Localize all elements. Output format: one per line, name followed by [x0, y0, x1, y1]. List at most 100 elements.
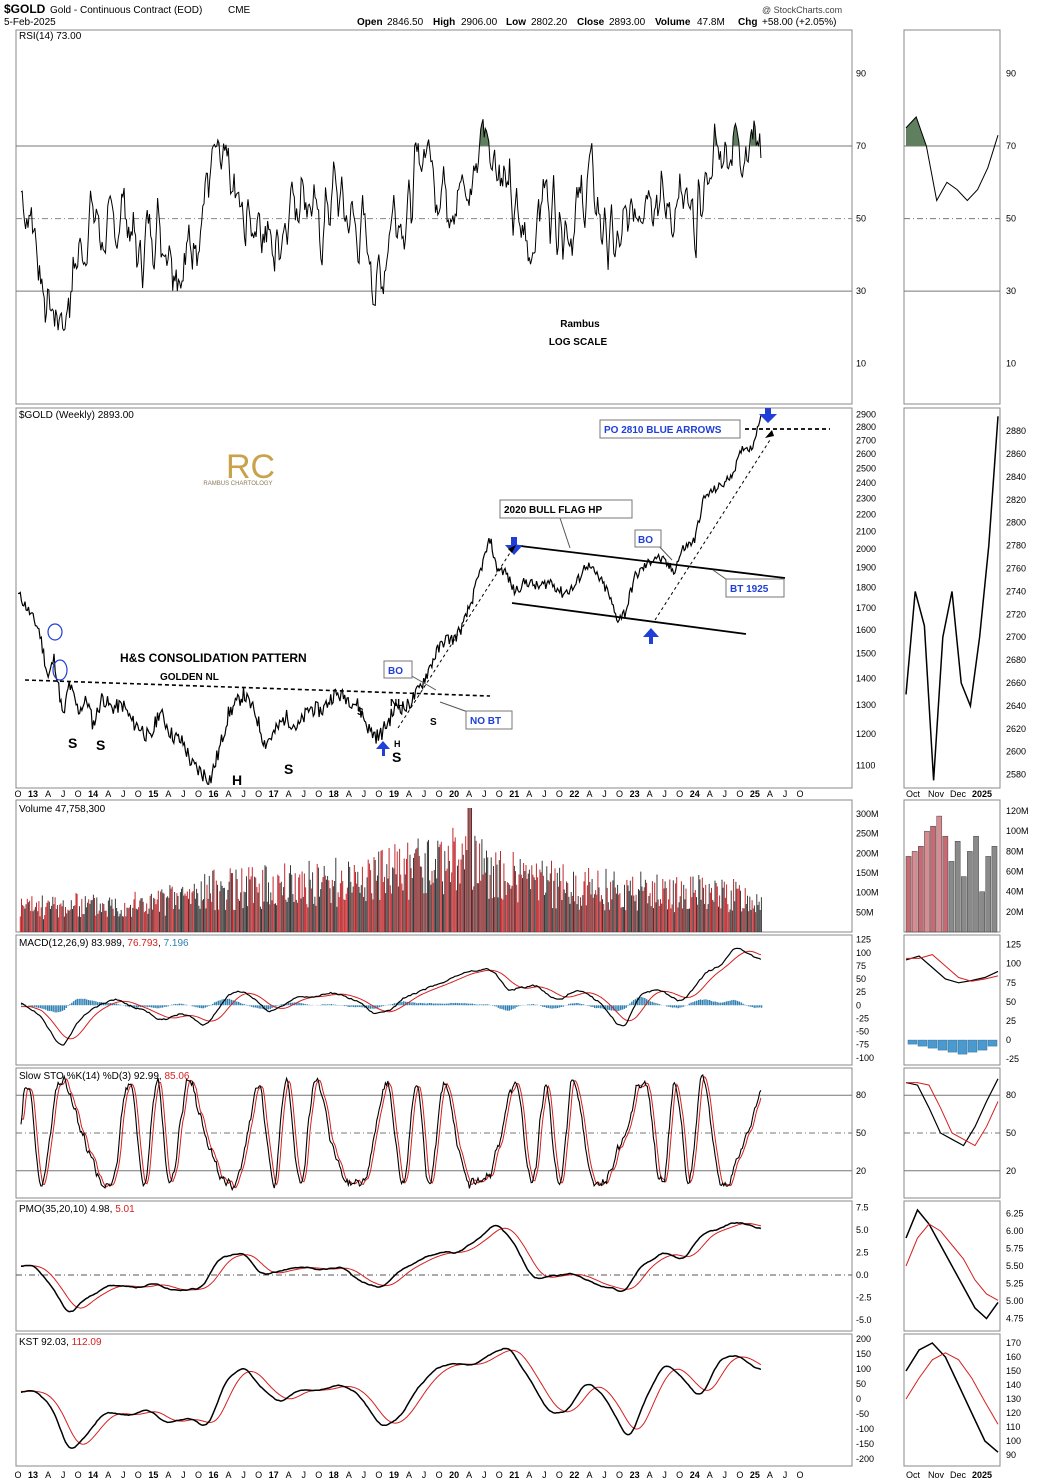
volume-bar — [737, 888, 739, 932]
volume-bar — [718, 906, 719, 932]
macd-histogram-bar — [703, 999, 705, 1006]
volume-bar — [382, 881, 384, 932]
volume-bar — [611, 899, 613, 932]
macd-histogram-bar — [388, 1004, 390, 1006]
volume-bar — [664, 881, 666, 932]
macd-histogram-bar — [449, 1003, 451, 1006]
volume-bar — [397, 886, 399, 932]
volume-bar — [322, 877, 324, 932]
preview-y-tick-label: 90 — [1006, 68, 1016, 78]
volume-bar — [387, 878, 389, 932]
rsi-series-line — [20, 119, 762, 332]
price-x-tick-label: A — [286, 789, 292, 799]
volume-bar — [346, 887, 348, 932]
volume-bar — [494, 897, 496, 932]
kst-panel: KST 92.03, 112.09 200 150 100 50 0 -50 -100 -15… — [14, 1334, 1021, 1480]
macd-histogram-bar — [759, 1005, 761, 1008]
volume-bar — [425, 893, 427, 932]
volume-bar — [390, 893, 392, 932]
macd-histogram-bar — [736, 1000, 739, 1006]
macd-histogram-bar — [35, 1005, 38, 1008]
macd-histogram-bar — [291, 1002, 294, 1006]
stochastic-panel: Slow STO %K(14) %D(3) 92.99, 85.06 80 50 2… — [16, 1071, 1016, 1192]
volume-bar — [563, 889, 565, 932]
macd-histogram-bar — [221, 999, 223, 1006]
volume-bar — [114, 898, 116, 932]
kst-x-tick-label: 24 — [690, 1470, 700, 1480]
volume-bar — [148, 908, 150, 932]
y-tick-label: -150 — [856, 1439, 874, 1449]
kst-x-tick-label: J — [783, 1470, 788, 1480]
macd-histogram-bar — [543, 1005, 546, 1007]
kst-x-tick-label: O — [14, 1470, 21, 1480]
volume-bar — [121, 916, 123, 932]
y-tick-label: 2.5 — [856, 1248, 869, 1258]
preview-y-tick-label: 50 — [1006, 1128, 1016, 1138]
volume-bar — [194, 898, 196, 932]
volume-bar — [142, 901, 144, 932]
volume-bar — [155, 904, 157, 932]
macd-histogram-bar — [143, 1005, 145, 1007]
head-label: H — [232, 772, 242, 788]
preview-y-tick-label: 2880 — [1006, 426, 1026, 436]
kst-label-name: KST — [19, 1337, 38, 1348]
y-tick-label: 150M — [856, 868, 879, 878]
kst-x-tick-label: 20 — [449, 1470, 459, 1480]
volume-bar — [512, 852, 514, 932]
y-tick-label: 2700 — [856, 435, 876, 445]
kst-x-tick-label: 15 — [148, 1470, 158, 1480]
macd-histogram-bar — [645, 999, 648, 1006]
macd-histogram-bar — [423, 1003, 425, 1006]
volume-bar — [483, 858, 485, 932]
volume-bar — [146, 903, 148, 932]
volume-bar — [336, 906, 338, 932]
volume-bar — [635, 894, 637, 932]
header-high-label: High — [433, 17, 455, 28]
volume-bar — [721, 879, 723, 932]
volume-bar — [745, 904, 747, 932]
preview-y-tick-label: 140 — [1006, 1380, 1021, 1390]
macd-histogram — [21, 997, 763, 1013]
kst-x-tick-label: A — [586, 1470, 592, 1480]
price-x-tick-label: 25 — [750, 789, 760, 799]
macd-histogram-bar — [54, 1005, 56, 1013]
rsi-frame — [15, 29, 853, 405]
volume-bar — [513, 865, 515, 932]
macd-histogram-bar — [744, 1004, 746, 1006]
volume-bar — [452, 827, 454, 932]
volume-bar — [344, 900, 346, 932]
volume-bar — [136, 909, 138, 932]
volume-bar — [722, 887, 724, 932]
volume-bar — [443, 894, 445, 932]
macd-histogram-bar — [551, 1005, 553, 1009]
macd-histogram-bar — [250, 1005, 253, 1007]
price-x-tick-label: J — [482, 789, 487, 799]
price-x-tick-label: A — [707, 789, 713, 799]
volume-bar — [650, 906, 652, 932]
volume-bar — [527, 873, 529, 932]
macd-histogram-bar — [195, 1005, 197, 1008]
y-tick-label: 250M — [856, 829, 879, 839]
y-tick-label: 300M — [856, 809, 879, 819]
macd-histogram-bar — [631, 1001, 633, 1006]
macd-histogram-bar — [32, 1005, 34, 1007]
macd-histogram-bar — [503, 1005, 505, 1010]
volume-bar — [593, 894, 595, 932]
volume-bar — [32, 911, 34, 932]
volume-bar — [240, 892, 242, 932]
annotation-circle-2 — [52, 659, 68, 681]
volume-bar — [395, 874, 397, 932]
macd-histogram-bar — [219, 1000, 221, 1006]
macd-histogram-bar — [534, 1004, 537, 1006]
macd-histogram-bar — [84, 998, 86, 1006]
volume-bar — [597, 870, 599, 932]
macd-histogram-bar — [288, 1002, 290, 1006]
volume-preview-bar — [930, 825, 936, 933]
volume-bar — [595, 890, 597, 932]
volume-bar — [713, 901, 715, 932]
volume-bar — [750, 909, 752, 932]
macd-histogram-bar — [505, 1005, 507, 1011]
volume-bar — [177, 895, 179, 932]
volume-bar — [261, 908, 262, 932]
volume-bar — [329, 888, 331, 932]
